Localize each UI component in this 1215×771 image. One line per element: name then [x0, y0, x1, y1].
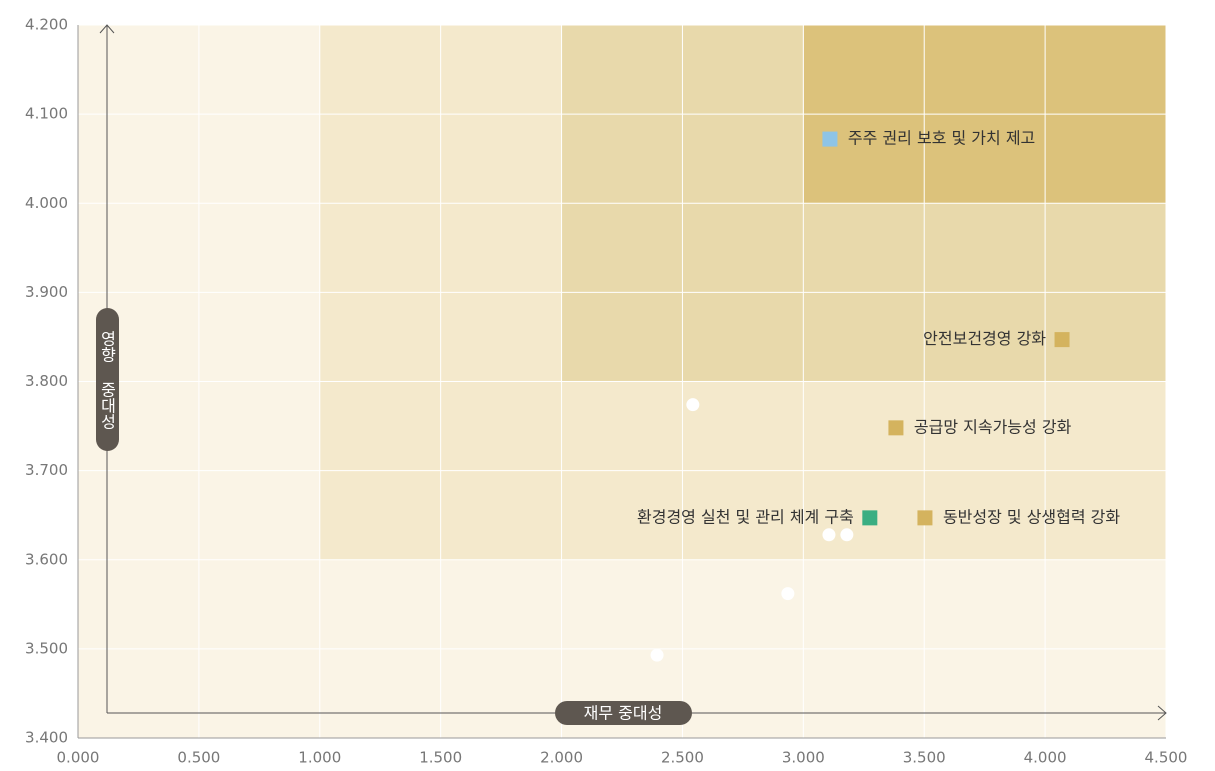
x-title-pill: [555, 701, 692, 725]
point-label: 환경경영 실천 및 관리 체계 구축: [637, 507, 854, 526]
point-label: 공급망 지속가능성 강화: [914, 417, 1072, 436]
y-tick-label: 3.500: [25, 639, 68, 657]
x-tick-label: 2.000: [540, 749, 583, 767]
y-tick-label: 3.800: [25, 372, 68, 390]
x-tick-label: 3.000: [782, 749, 825, 767]
point: [822, 528, 836, 542]
x-arrow-head: [1157, 705, 1167, 721]
x-tick-label: 0.500: [177, 749, 220, 767]
point-label: 주주 권리 보호 및 가치 제고: [848, 129, 1035, 148]
y-tick-label: 3.700: [25, 461, 68, 479]
x-tick-label: 1.000: [298, 749, 341, 767]
y-tick-label: 4.100: [25, 105, 68, 123]
grid: [77, 24, 1167, 739]
point-label: 안전보건경영 강화: [923, 329, 1046, 348]
x-tick-label: 3.500: [903, 749, 946, 767]
y-tick-label: 4.200: [25, 16, 68, 34]
x-tick-label: 2.500: [661, 749, 704, 767]
x-tick-label: 1.500: [419, 749, 462, 767]
y-tick-label: 3.600: [25, 550, 68, 568]
y-title-pill: [96, 308, 119, 451]
y-arrow-head: [99, 24, 115, 34]
y-axis-title: 영향 중대성: [98, 331, 117, 430]
x-tick-label: 4.500: [1145, 749, 1188, 767]
point-label: 동반성장 및 상생협력 강화: [943, 507, 1120, 526]
x-axis-title: 재무 중대성: [584, 704, 663, 723]
y-tick-label: 4.000: [25, 194, 68, 212]
point: [862, 510, 878, 526]
point: [781, 587, 795, 601]
point: [650, 648, 664, 662]
x-tick-label: 0.000: [57, 749, 100, 767]
x-tick-label: 4.000: [1024, 749, 1067, 767]
point: [822, 131, 838, 147]
point: [686, 398, 700, 412]
point: [1054, 332, 1070, 348]
y-tick-label: 3.900: [25, 283, 68, 301]
point: [888, 420, 904, 436]
point: [917, 510, 933, 526]
y-tick-label: 3.400: [25, 729, 68, 747]
point: [840, 528, 854, 542]
